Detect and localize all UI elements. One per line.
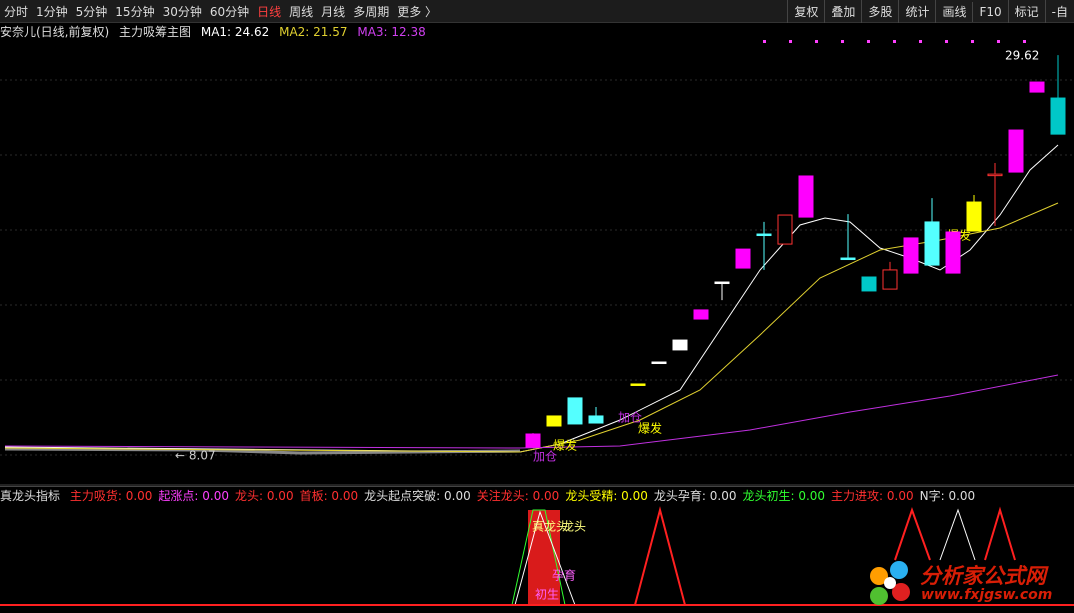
- candle-body: [987, 173, 1003, 177]
- ind-label: 龙头: [562, 520, 586, 534]
- indicator-item: 关注龙头: 0.00: [476, 489, 560, 503]
- period-tab[interactable]: 30分钟: [162, 5, 202, 19]
- tool-button[interactable]: 多股: [861, 0, 898, 23]
- indicator-lines: [0, 506, 1074, 606]
- signal: 爆发: [553, 438, 577, 453]
- candle-body: [630, 383, 646, 386]
- indicator-item: 主力吸货: 0.00: [69, 489, 153, 503]
- logo: [870, 561, 910, 605]
- watermark: 分析家公式网 www.fxjgsw.com: [865, 556, 1065, 608]
- tool-button[interactable]: -自: [1044, 0, 1074, 23]
- candle-body: [1029, 81, 1045, 93]
- indicator-name[interactable]: 主力吸筹主图: [119, 25, 192, 39]
- tool-button[interactable]: F10: [972, 2, 1007, 22]
- period-tab[interactable]: 日线: [257, 5, 282, 19]
- candle-body: [777, 214, 793, 245]
- candle-body: [672, 339, 688, 351]
- candle-body: [756, 233, 772, 237]
- period-tabs: 分时 1分钟 5分钟 15分钟 30分钟 60分钟 日线 周线 月线 多周期 更多 〉: [0, 0, 1074, 23]
- tool-button[interactable]: 叠加: [824, 0, 861, 23]
- period-tab[interactable]: 周线: [289, 5, 314, 19]
- period-tab[interactable]: 5分钟: [75, 5, 108, 19]
- indicator-item: 首板: 0.00: [299, 489, 359, 503]
- grid: [0, 79, 1074, 456]
- candle-body: [567, 397, 583, 425]
- period-tab[interactable]: 60分钟: [209, 5, 250, 19]
- candle-body: [735, 248, 751, 269]
- candle-body: [966, 201, 982, 232]
- ma-value: MA1: 24.62: [200, 25, 270, 39]
- indicator-item: 龙头初生: 0.00: [742, 489, 826, 503]
- toolbar: 分时 1分钟 5分钟 15分钟 30分钟 60分钟 日线 周线 月线 多周期 更多 〉 复权 叠加 多股…: [0, 0, 1074, 23]
- ma-value: MA2: 21.57: [279, 25, 348, 39]
- indicator-item: 主力进攻: 0.00: [831, 489, 914, 503]
- indicator-item: N字: 0.00: [919, 489, 976, 503]
- chart-header: 安奈儿(日线,前复权) 主力吸筹主图 MA1: 24.62 MA2: 21.57…: [0, 23, 1074, 40]
- indicator-item: 龙头: 0.00: [235, 489, 294, 503]
- period-tab[interactable]: 月线: [321, 5, 346, 19]
- candle-body: [714, 281, 730, 285]
- candle-body: [861, 276, 877, 292]
- period-tab[interactable]: 更多 〉: [397, 5, 438, 19]
- candle-body: [840, 257, 856, 261]
- candle-body: [798, 175, 814, 218]
- ma1-line: [4, 144, 1059, 453]
- candle-body: [693, 309, 709, 320]
- indicator-item: 龙头起点突破: 0.00: [364, 489, 471, 503]
- period-tab[interactable]: 1分钟: [36, 5, 68, 19]
- indicator-header: 真龙头指标 主力吸货: 0.00 起涨点: 0.00 龙头: 0.00 首板: 0.0…: [0, 486, 1074, 504]
- indicator-title[interactable]: 真龙头指标: [0, 489, 61, 503]
- indicator-item: 龙头受精: 0.00: [565, 489, 648, 503]
- ind-label: 真龙头: [532, 520, 568, 534]
- candle-body: [651, 361, 667, 365]
- indicator-item: 龙头孕育: 0.00: [653, 489, 737, 503]
- period-tab[interactable]: 多周期: [353, 5, 390, 19]
- ind-label: 孕育: [552, 568, 576, 583]
- signal: 加仓: [618, 411, 642, 425]
- watermark-url: www.fxjgsw.com: [921, 587, 1053, 603]
- high-label: 29.62: [1005, 49, 1039, 63]
- candle-body: [945, 231, 961, 274]
- period-tab[interactable]: 15分钟: [115, 5, 155, 19]
- tool-button[interactable]: 统计: [898, 0, 935, 23]
- tool-button[interactable]: 画线: [935, 0, 972, 23]
- candle-body: [882, 269, 898, 290]
- candle-body: [525, 433, 541, 448]
- ma2-line: [4, 202, 1059, 453]
- candle-body: [903, 237, 919, 274]
- signal: 加仓: [533, 450, 557, 464]
- candle-body: [588, 415, 604, 424]
- signal: 爆发: [638, 421, 662, 436]
- period-tab[interactable]: 分时: [4, 5, 29, 19]
- ma-value: MA3: 12.38: [357, 25, 426, 39]
- low-label: ← 8.07: [175, 449, 216, 463]
- tool-buttons: 复权 叠加 多股 统计 画线 F10 标记 -自: [787, 0, 1074, 23]
- tool-button[interactable]: 复权: [787, 0, 824, 23]
- dots: [763, 40, 1026, 43]
- tool-button[interactable]: 标记: [1007, 0, 1045, 23]
- candle-body: [924, 221, 940, 266]
- ind-label: 初生: [535, 588, 559, 602]
- ma3-line: [4, 374, 1059, 449]
- flat-prices: [4, 447, 521, 455]
- candle-body: [546, 415, 562, 427]
- indicator-item: 起涨点: 0.00: [158, 489, 229, 503]
- candle-body: [1008, 129, 1024, 173]
- candle-body: [1050, 97, 1066, 135]
- stock-name: 安奈儿(日线,前复权): [0, 25, 110, 39]
- watermark-name: 分析家公式网: [920, 564, 1046, 588]
